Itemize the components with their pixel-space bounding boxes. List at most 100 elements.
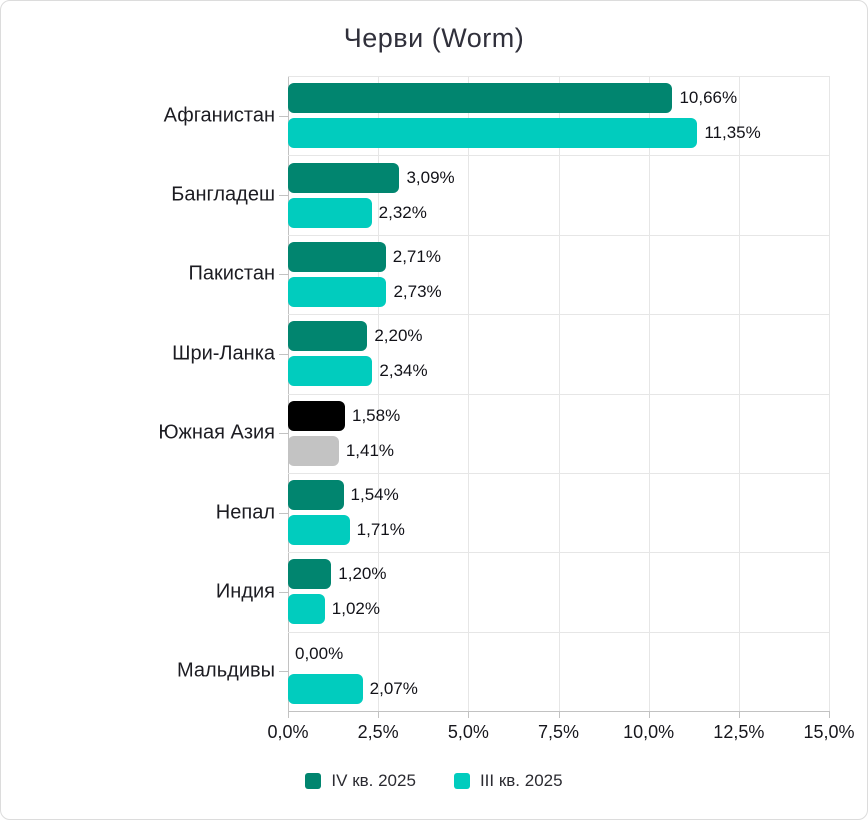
category-axis-tick <box>279 353 288 355</box>
legend-swatch <box>305 773 322 789</box>
bar-value-label: 1,54% <box>350 485 399 505</box>
bar-row: 2,34% <box>288 356 829 387</box>
chart-title: Черви (Worm) <box>343 23 525 53</box>
bar <box>288 594 325 625</box>
category-band: Пакистан 2,71% 2,73% <box>188 235 829 314</box>
gridline-horizontal <box>288 472 829 474</box>
bar-value-label: 2,73% <box>393 281 442 301</box>
category-label: Южная Азия <box>158 421 275 444</box>
x-axis-tick <box>288 711 289 718</box>
bar-group: 10,66% 11,35% <box>288 76 829 155</box>
bar-value-label: 2,71% <box>392 246 441 266</box>
x-axis-line <box>288 711 829 712</box>
gridline-horizontal <box>288 314 829 316</box>
bar-row: 2,20% <box>288 321 829 352</box>
category-axis-tick <box>279 115 288 117</box>
bar <box>288 673 363 704</box>
x-tick-label: 2,5% <box>357 722 399 742</box>
bar <box>288 435 339 466</box>
category-band: Шри-Ланка 2,20% 2,34% <box>172 314 829 393</box>
gridline-horizontal <box>288 76 829 77</box>
bar-row: 2,71% <box>288 241 829 272</box>
gridline-horizontal <box>288 552 829 554</box>
bar-group: 1,58% 1,41% <box>288 394 829 473</box>
x-axis-tick <box>378 711 380 718</box>
bar-value-label: 1,58% <box>351 405 401 425</box>
category-band: Бангладеш 3,09% 2,32% <box>171 155 829 234</box>
gridline-horizontal <box>288 155 829 157</box>
category-label: Бангладеш <box>171 183 275 206</box>
category-label: Шри-Ланка <box>172 342 275 365</box>
category-axis-tick <box>279 433 288 435</box>
bar-value-label: 1,71% <box>356 520 405 540</box>
legend-item: III кв. 2025 <box>453 771 563 791</box>
bar-row: 11,35% <box>288 118 829 149</box>
legend-swatch <box>453 773 470 789</box>
legend: IV кв. 2025 III кв. 2025 <box>1 771 867 791</box>
bar-value-label: 2,07% <box>369 678 418 698</box>
bar-value-label: 0,00% <box>295 643 344 663</box>
bar-group: 2,20% 2,34% <box>288 314 829 393</box>
category-band: Индия 1,20% 1,02% <box>216 552 829 631</box>
bar <box>288 118 698 149</box>
x-tick-label: 0,0% <box>267 722 309 742</box>
legend-label: III кв. 2025 <box>479 771 563 790</box>
gridline-horizontal <box>288 393 829 395</box>
category-axis-tick <box>279 512 288 514</box>
bar-row: 3,09% <box>288 162 829 193</box>
bar-row: 1,58% <box>288 400 829 431</box>
bar-value-label: 1,02% <box>331 599 380 619</box>
category-label: Пакистан <box>188 262 275 285</box>
bar <box>288 400 345 431</box>
bar-row: 2,73% <box>288 276 829 307</box>
bar-row: 1,54% <box>288 480 829 511</box>
bar <box>288 276 387 307</box>
bar <box>288 559 332 590</box>
bar-value-label: 11,35% <box>704 123 761 143</box>
legend-label: IV кв. 2025 <box>331 771 416 790</box>
x-axis-tick <box>468 711 470 718</box>
category-label: Афганистан <box>163 104 275 127</box>
bar <box>288 480 344 511</box>
category-axis-tick <box>279 591 288 593</box>
bar-value-label: 2,34% <box>379 361 428 381</box>
bar-row: 1,20% <box>288 559 829 590</box>
plot-area: 0,0% 2,5% 5,0% 7,5% 10,0% 12,5% 15,0% Афганиста… <box>158 76 855 742</box>
legend-item: IV кв. 2025 <box>305 771 416 791</box>
x-tick-label: 10,0% <box>623 722 675 742</box>
x-axis-tick <box>558 711 560 718</box>
category-band: Мальдивы 0,00% 2,07% <box>177 632 829 711</box>
bar-value-label: 2,32% <box>378 202 427 222</box>
bar-group: 2,71% 2,73% <box>288 235 829 314</box>
x-axis-tick <box>648 711 650 718</box>
bar-row: 1,41% <box>288 435 829 466</box>
bar-group: 1,54% 1,71% <box>288 473 829 552</box>
bar <box>288 356 373 387</box>
bar-group: 0,00% 2,07% <box>288 632 829 711</box>
category-axis-tick <box>279 671 288 673</box>
bar-row: 2,07% <box>288 673 829 704</box>
bar-group: 1,20% 1,02% <box>288 552 829 631</box>
bar-value-label: 2,20% <box>374 326 423 346</box>
category-band: Непал 1,54% 1,71% <box>216 473 829 552</box>
bar-row: 0,00% <box>288 639 829 669</box>
bar <box>288 241 386 272</box>
category-axis-tick <box>279 274 288 276</box>
gridline-horizontal <box>288 234 829 236</box>
x-axis-tick <box>829 711 830 718</box>
category-label: Непал <box>215 501 275 524</box>
bar <box>288 197 372 228</box>
category-axis-tick <box>279 195 288 197</box>
bar-row: 10,66% <box>288 83 829 114</box>
bar-row: 1,02% <box>288 594 829 625</box>
bar-value-label: 10,66% <box>679 88 738 108</box>
bar-value-label: 1,20% <box>338 564 387 584</box>
x-axis-tick <box>738 711 740 718</box>
bar-value-label: 3,09% <box>406 167 455 187</box>
bar <box>288 515 350 546</box>
bar-row: 2,32% <box>288 197 829 228</box>
x-tick-label: 15,0% <box>803 722 855 742</box>
bar <box>288 162 400 193</box>
bar-row: 1,71% <box>288 515 829 546</box>
